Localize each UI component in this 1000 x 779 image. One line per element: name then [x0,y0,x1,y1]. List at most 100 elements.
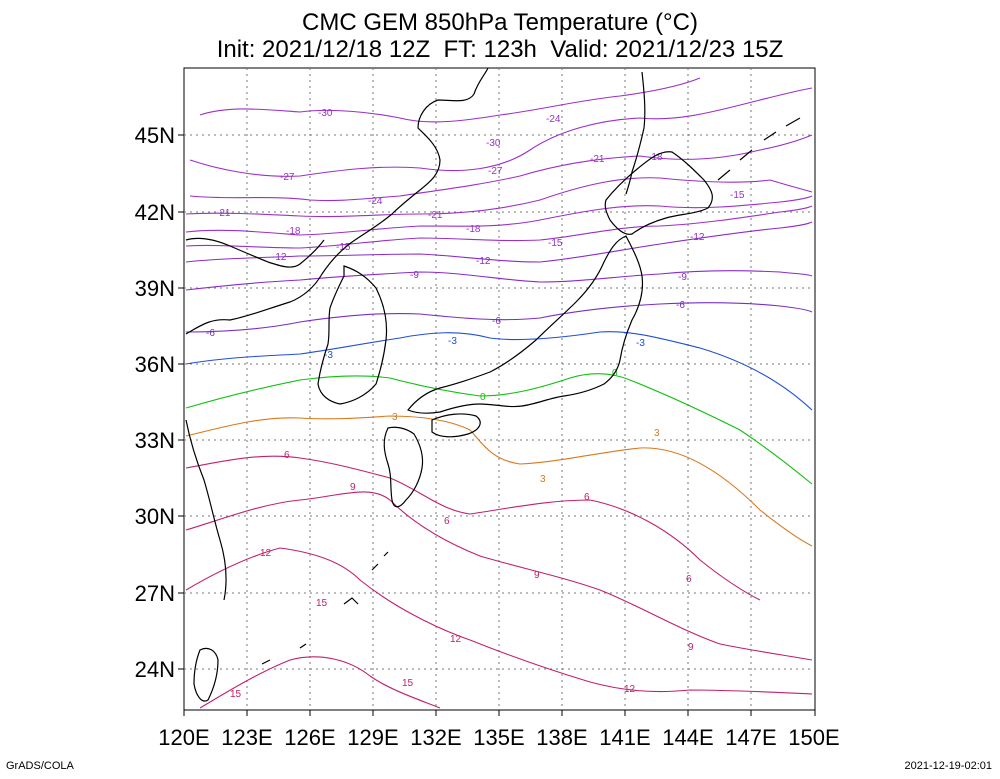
y-tick-label: 42N [135,200,175,225]
korea-coast [317,265,388,405]
contour-label-9: 9 [688,642,694,653]
contour-label-m6: -6 [676,300,685,311]
y-tick-label: 45N [135,123,175,148]
contour-label-12: 12 [624,684,636,695]
contour-label-m15: -15 [548,238,563,249]
contour-label-9: 9 [350,482,356,493]
contour-label-6: 6 [686,574,692,585]
x-tick-label: 141E [599,725,650,750]
x-tick-label: 129E [347,725,398,750]
contour-label-m9: -9 [410,270,419,281]
mainland-coast [185,67,489,335]
contour-line-m6 [185,302,813,333]
contour-label-6: 6 [584,492,590,503]
x-tick-label: 144E [662,725,713,750]
contour-line-3 [185,415,813,547]
contour-label-15: 15 [402,678,414,689]
contour-label-m24: -24 [368,196,383,207]
coastlines [185,67,801,702]
contour-label-m21: -21 [428,210,443,221]
contour-line-9 [185,491,813,661]
contour-label-m12: -12 [476,256,491,267]
contour-label-m3: -3 [324,350,333,361]
footer-timestamp: 2021-12-19-02:01 [904,760,992,772]
contour-label-m18: -18 [648,152,663,163]
contour-label-m9: -9 [678,272,687,283]
x-axis: 120E 123E 126E 129E 132E 135E 138E 141E … [158,710,840,750]
contour-labels: -30 -30 -27 -27 -24 -24 -21 -21 -21 -18 … [206,108,745,700]
contour-line-m24 [189,134,813,202]
y-tick-label: 30N [135,504,175,529]
contour-line-m27 [189,87,813,177]
y-tick-label: 24N [135,657,175,682]
contour-label-m30: -30 [486,138,501,149]
contour-label-m27: -27 [488,166,503,177]
footer-credit: GrADS/COLA [6,760,74,772]
contour-label-m21: -21 [590,154,605,165]
contour-line-6 [185,455,761,601]
contour-label-m24: -24 [546,114,561,125]
ryukyu-islands [261,551,389,665]
taiwan-coast [193,647,219,702]
contour-label-3: 3 [392,412,398,423]
sakhalin-coast [625,71,646,195]
contour-label-0: 0 [480,392,486,403]
x-tick-label: 150E [788,725,839,750]
grid [184,68,815,710]
x-tick-label: 135E [473,725,524,750]
contour-label-3: 3 [540,474,546,485]
y-tick-label: 27N [135,581,175,606]
bohai-coast [185,237,325,268]
contour-line-m21 [185,177,813,218]
contour-line-12 [185,547,813,695]
chart-subtitle: Init: 2021/12/18 12Z FT: 123h Valid: 202… [216,36,784,63]
contour-line-m9 [185,270,813,291]
x-tick-label: 138E [536,725,587,750]
y-tick-label: 39N [135,276,175,301]
x-tick-label: 126E [284,725,335,750]
x-tick-label: 120E [158,725,209,750]
contour-label-m27: -27 [280,172,295,183]
kyushu-coast [383,426,424,508]
contour-line-m18 [185,195,813,236]
contour-label-m18: -18 [466,224,481,235]
contours [185,77,813,709]
contour-label-m15: -15 [336,242,351,253]
contour-label-m21: -21 [216,208,231,219]
contour-line-m3 [185,331,813,411]
contour-label-m12: -12 [690,232,705,243]
contour-line-15 [199,656,441,709]
contour-label-15: 15 [230,689,242,700]
contour-label-12: 12 [450,634,462,645]
contour-line-m30 [199,77,701,123]
y-tick-label: 36N [135,352,175,377]
y-axis: 45N 42N 39N 36N 33N 30N 27N 24N [135,123,184,682]
contour-line-m15 [185,205,813,249]
contour-label-m30: -30 [318,108,333,119]
contour-label-6: 6 [284,450,290,461]
contour-label-m6: -6 [206,328,215,339]
y-tick-label: 33N [135,428,175,453]
x-tick-label: 132E [410,725,461,750]
china-east-coast [185,419,227,601]
contour-label-m3: -3 [448,336,457,347]
x-tick-label: 147E [725,725,776,750]
kuril-islands [717,117,801,181]
contour-line-0 [185,373,813,485]
contour-label-9: 9 [534,570,540,581]
contour-label-m18: -18 [286,226,301,237]
contour-label-m3: -3 [636,338,645,349]
chart-title: CMC GEM 850hPa Temperature (°C) [302,9,698,36]
contour-label-12: 12 [260,548,272,559]
hokkaido-coast [604,151,713,235]
shikoku-coast [431,413,481,438]
contour-label-3: 3 [654,428,660,439]
contour-line-m12 [185,221,813,263]
honshu-coast [407,235,644,414]
contour-label-m6: -6 [492,316,501,327]
contour-label-m15: -15 [730,190,745,201]
contour-label-m12: -12 [272,252,287,263]
contour-label-15: 15 [316,598,328,609]
contour-label-6: 6 [444,516,450,527]
